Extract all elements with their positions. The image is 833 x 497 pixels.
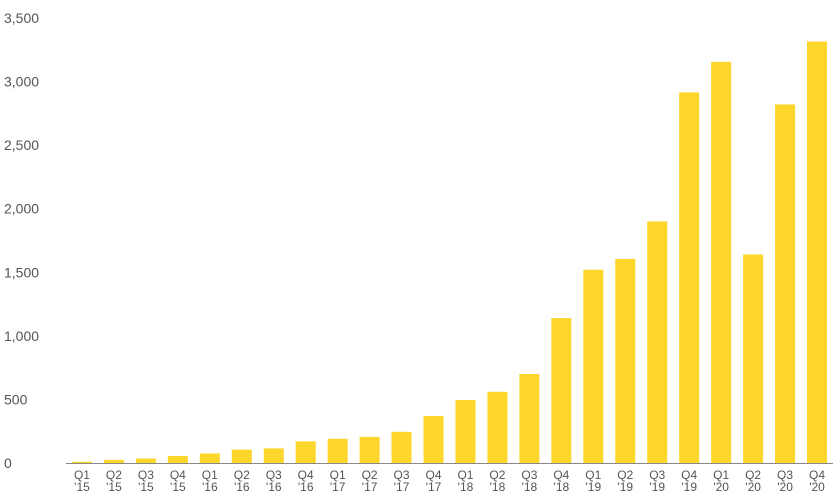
x-axis-ticks: Q1'15 Q2'15 Q3'15 Q4'15 Q1'16 Q2'16 Q3'16 Q4'16… xyxy=(74,468,825,494)
x-tick-label: Q2'16 xyxy=(234,468,250,494)
bar xyxy=(71,461,92,463)
x-tick-label: Q4'19 xyxy=(681,468,697,494)
bar xyxy=(743,254,764,463)
bar xyxy=(199,453,220,463)
x-tick-label: Q4'16 xyxy=(298,468,314,494)
x-tick-label: Q1'16 xyxy=(202,468,218,494)
bar xyxy=(327,438,348,463)
x-tick-label: Q2'15 xyxy=(106,468,122,494)
bar xyxy=(359,436,380,463)
y-tick-label: 1,500 xyxy=(4,264,39,280)
x-tick-label: Q3'16 xyxy=(266,468,282,494)
y-axis-ticks: 0 500 1,000 1,500 2,000 2,500 3,000 3,500 xyxy=(4,10,39,471)
x-tick-label: Q2'17 xyxy=(362,468,378,494)
bar xyxy=(391,431,412,463)
x-tick-label: Q1'17 xyxy=(330,468,346,494)
bar xyxy=(231,449,252,463)
x-tick-label: Q3'19 xyxy=(649,468,665,494)
bar xyxy=(583,269,604,463)
y-tick-label: 3,500 xyxy=(4,10,39,26)
x-tick-label: Q3'20 xyxy=(777,468,793,494)
y-tick-label: 2,000 xyxy=(4,201,39,217)
x-tick-label: Q1'18 xyxy=(457,468,473,494)
bar xyxy=(295,441,316,463)
bar xyxy=(423,415,444,463)
x-tick-label: Q2'20 xyxy=(745,468,761,494)
bar xyxy=(647,221,668,463)
y-tick-label: 0 xyxy=(4,455,12,471)
y-tick-label: 2,500 xyxy=(4,137,39,153)
x-tick-label: Q1'20 xyxy=(713,468,729,494)
bar xyxy=(455,400,476,463)
x-tick-label: Q3'15 xyxy=(138,468,154,494)
y-tick-label: 3,000 xyxy=(4,74,39,90)
x-tick-label: Q1'15 xyxy=(74,468,90,494)
y-tick-label: 1,000 xyxy=(4,328,39,344)
bar xyxy=(679,92,700,463)
x-tick-label: Q4'18 xyxy=(553,468,569,494)
bar xyxy=(551,318,572,463)
x-tick-label: Q4'20 xyxy=(809,468,825,494)
bars xyxy=(71,41,828,464)
bar xyxy=(487,391,508,463)
y-tick-label: 500 xyxy=(4,391,28,407)
bar xyxy=(103,459,124,463)
x-tick-label: Q2'18 xyxy=(489,468,505,494)
bar xyxy=(263,448,284,463)
x-tick-label: Q2'19 xyxy=(617,468,633,494)
bar xyxy=(711,61,732,463)
x-tick-label: Q4'15 xyxy=(170,468,186,494)
x-tick-label: Q1'19 xyxy=(585,468,601,494)
x-tick-label: Q3'18 xyxy=(521,468,537,494)
bar xyxy=(775,104,796,463)
bar xyxy=(519,374,540,463)
bar xyxy=(135,458,156,463)
x-tick-label: Q3'17 xyxy=(394,468,410,494)
bar xyxy=(615,258,636,463)
x-tick-label: Q4'17 xyxy=(426,468,442,494)
bar xyxy=(167,456,188,463)
bar xyxy=(807,41,828,464)
